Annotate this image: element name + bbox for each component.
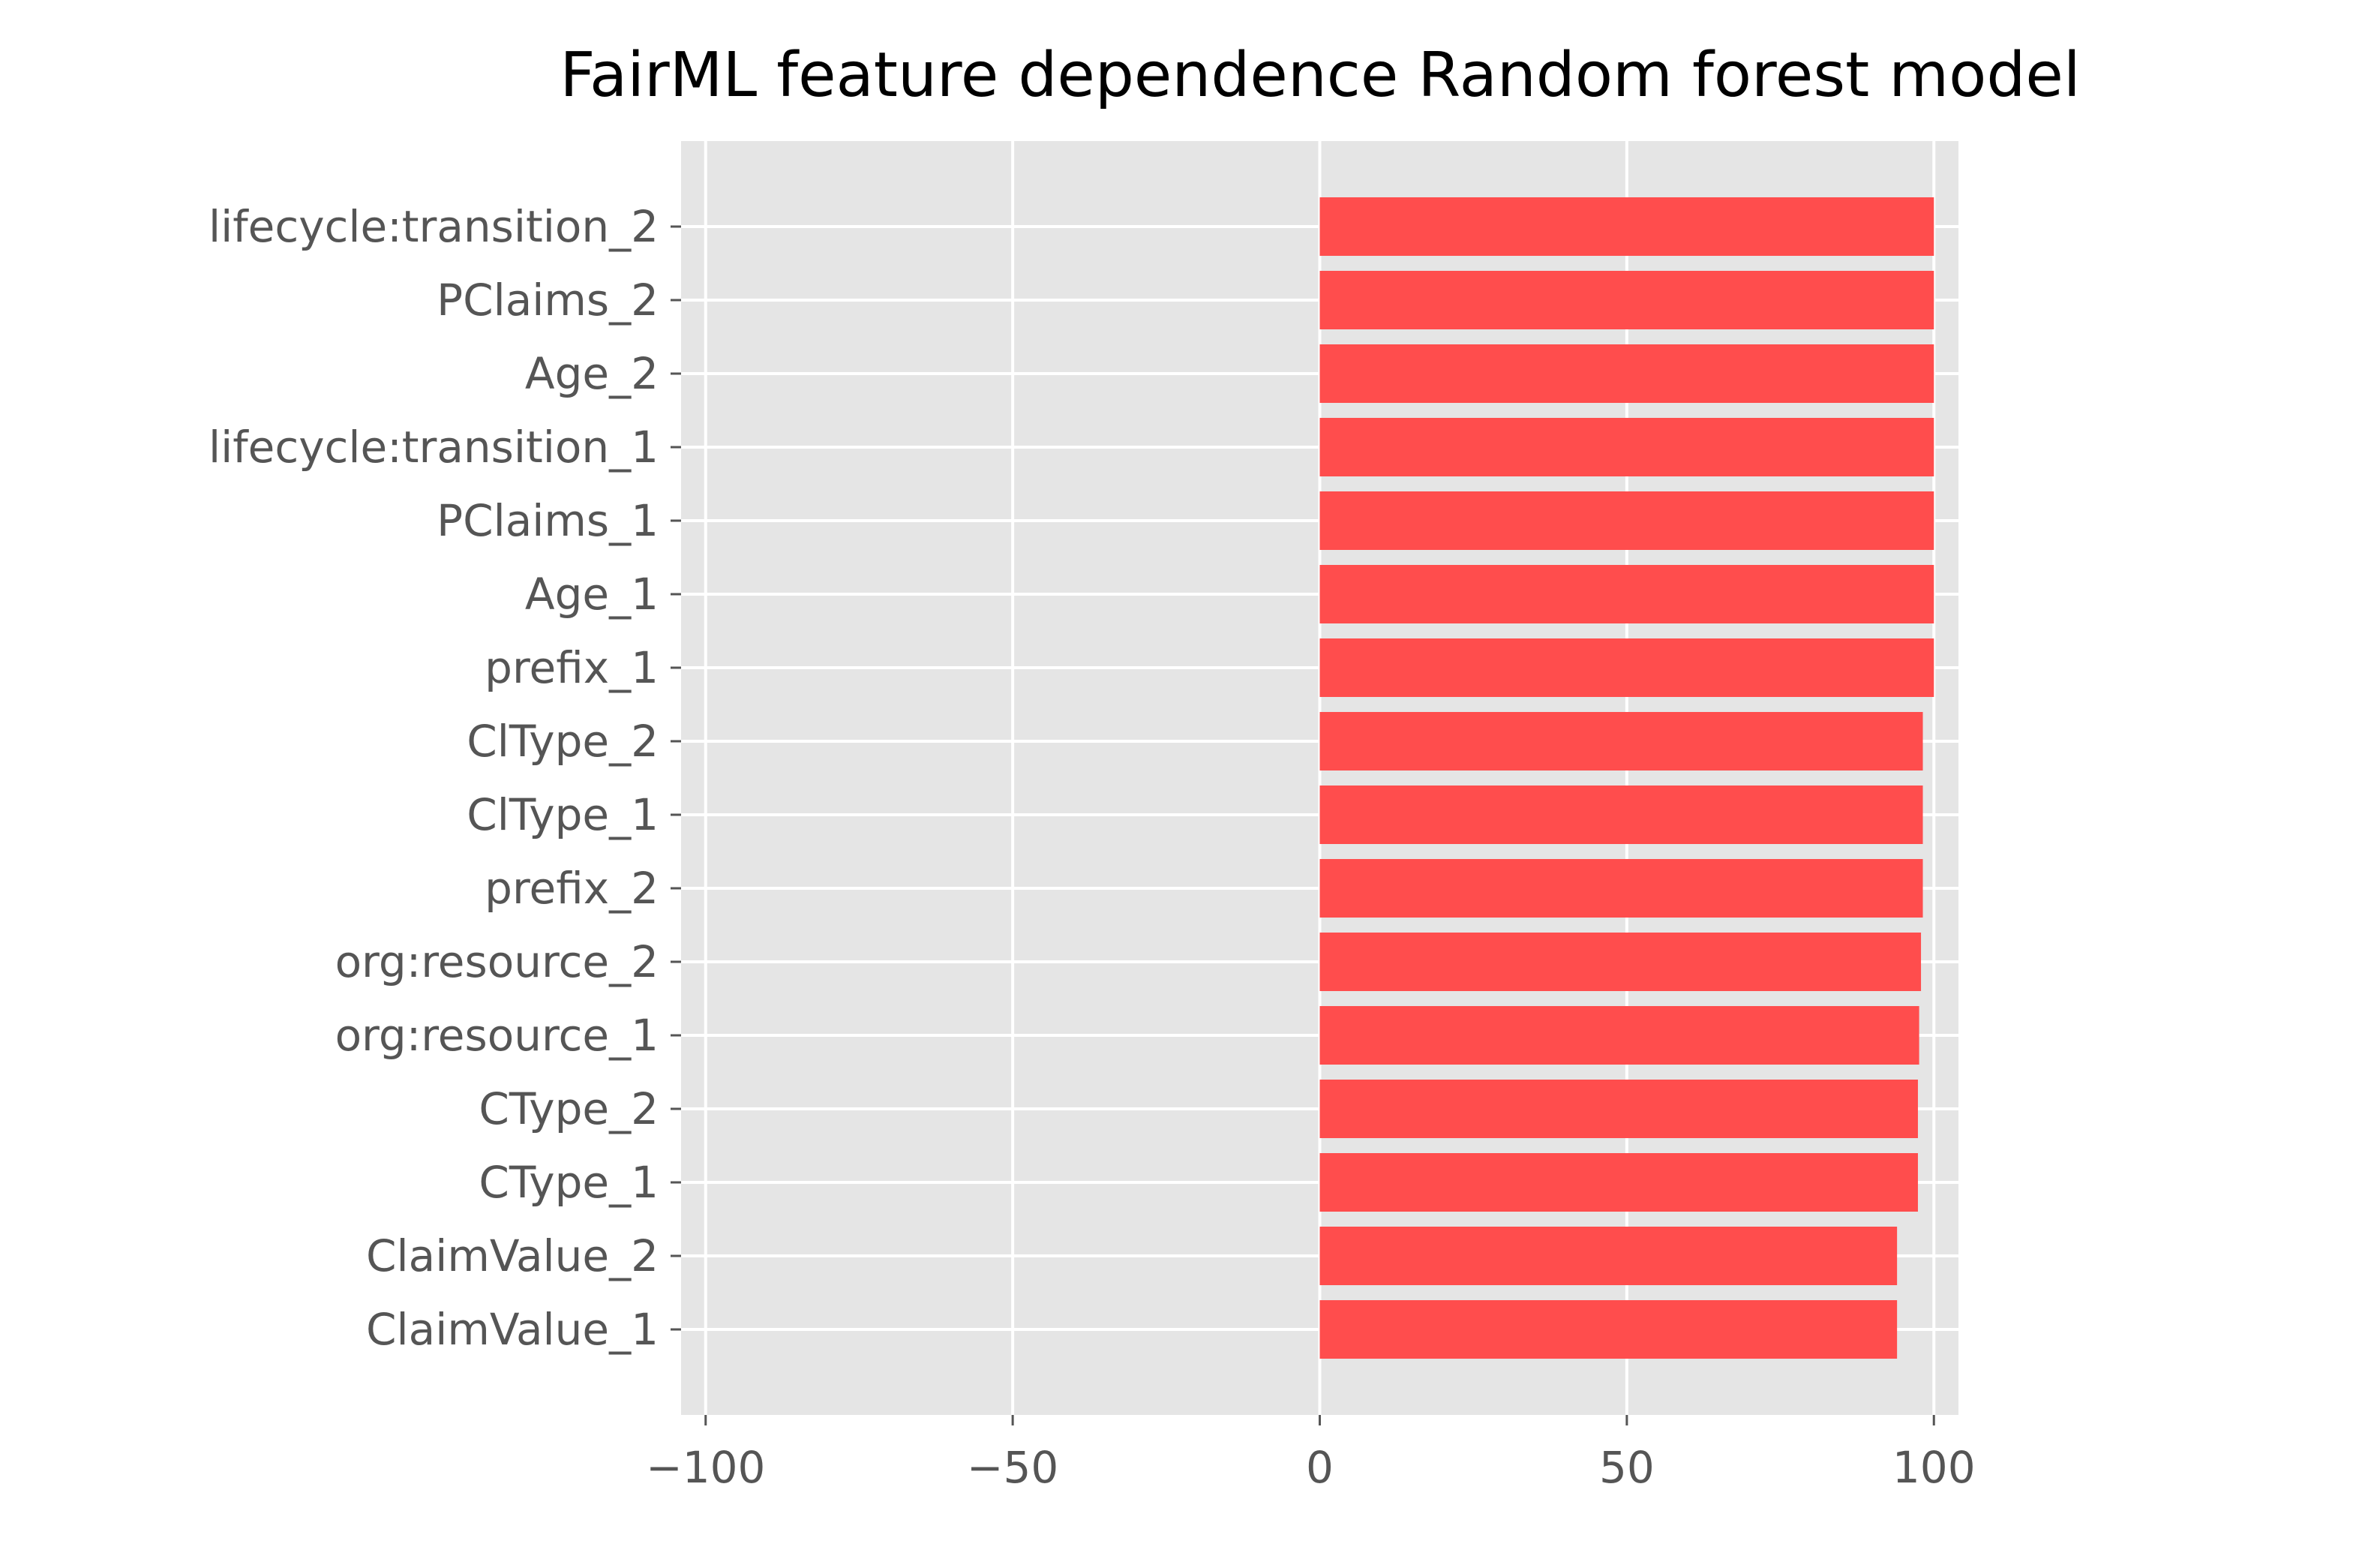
bar-lifecycle-transition-1 xyxy=(1319,418,1934,476)
bar-pclaims-2 xyxy=(1319,271,1934,329)
y-tick-label: ClType_1 xyxy=(467,789,659,840)
y-tick-label: lifecycle:transition_1 xyxy=(209,422,659,473)
y-tick-label: Age_2 xyxy=(525,348,659,399)
bar-age-1 xyxy=(1319,565,1934,623)
y-tick-label: org:resource_1 xyxy=(335,1010,659,1061)
bar-cltype-2 xyxy=(1319,712,1923,770)
y-tick-label: CType_2 xyxy=(479,1083,659,1134)
bar-lifecycle-transition-2 xyxy=(1319,197,1934,256)
y-tick-label: Age_1 xyxy=(525,569,659,620)
bar-claimvalue-1 xyxy=(1319,1300,1898,1359)
y-tick-label: PClaims_1 xyxy=(437,495,659,546)
y-tick-label: org:resource_2 xyxy=(335,936,659,987)
x-tick-label: 50 xyxy=(1599,1442,1655,1493)
y-tick-label: ClaimValue_2 xyxy=(366,1230,659,1281)
y-tick-label: prefix_1 xyxy=(485,642,659,693)
y-tick-label: ClType_2 xyxy=(467,716,659,767)
y-tick-label: CType_1 xyxy=(479,1157,659,1208)
x-tick-label: −100 xyxy=(646,1442,765,1493)
bar-cltype-1 xyxy=(1319,786,1923,844)
bar-age-2 xyxy=(1319,344,1934,403)
tick-layer: −100 −50 0 50 100 lifecycle:transition_2 PClai… xyxy=(209,201,1976,1493)
x-tick-label: −50 xyxy=(967,1442,1058,1493)
chart-title: FairML feature dependence Random forest … xyxy=(560,40,2080,111)
bar-claimvalue-2 xyxy=(1319,1227,1898,1285)
y-tick-label: PClaims_2 xyxy=(437,275,659,326)
y-tick-label: lifecycle:transition_2 xyxy=(209,201,659,252)
bar-ctype-2 xyxy=(1319,1080,1918,1138)
bar-pclaims-1 xyxy=(1319,491,1934,550)
bar-org-resource-2 xyxy=(1319,933,1922,991)
bar-ctype-1 xyxy=(1319,1153,1918,1212)
y-tick-label: prefix_2 xyxy=(485,863,659,914)
bar-layer xyxy=(1319,197,1934,1359)
x-tick-label: 0 xyxy=(1306,1442,1334,1493)
x-tick-label: 100 xyxy=(1892,1442,1976,1493)
bar-prefix-2 xyxy=(1319,859,1923,918)
y-tick-label: ClaimValue_1 xyxy=(366,1304,659,1355)
bar-org-resource-1 xyxy=(1319,1006,1919,1065)
bar-prefix-1 xyxy=(1319,638,1934,697)
